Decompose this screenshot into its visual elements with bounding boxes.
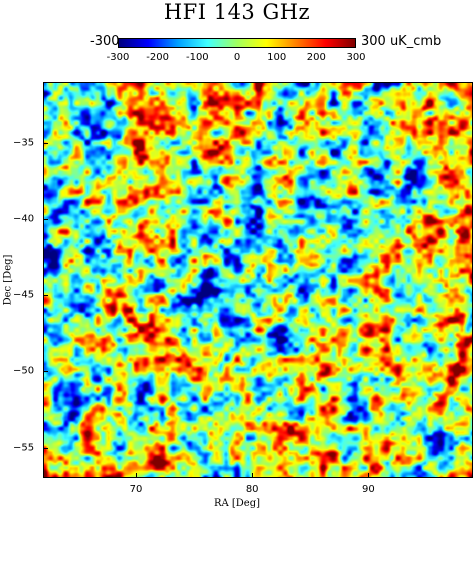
colorbar-max-label: 300 uK_cmb bbox=[361, 34, 442, 49]
x-tick-mark bbox=[368, 473, 370, 478]
y-tick-mark bbox=[43, 447, 48, 449]
temperature-map bbox=[43, 82, 473, 478]
y-tick-label: −35 bbox=[13, 137, 35, 149]
y-tick-mark bbox=[43, 219, 48, 221]
x-tick-mark bbox=[135, 473, 137, 478]
colorbar-tick-label: -200 bbox=[146, 52, 170, 63]
colorbar-tick-label: 300 bbox=[346, 52, 366, 63]
y-tick-label: −50 bbox=[13, 365, 35, 377]
y-tick-mark bbox=[43, 142, 48, 144]
y-tick-mark bbox=[43, 295, 48, 297]
colorbar-tick-label: -100 bbox=[185, 52, 209, 63]
colorbar-min-label: -300 bbox=[90, 34, 120, 49]
y-tick-mark bbox=[43, 371, 48, 373]
x-tick-label: 80 bbox=[245, 484, 259, 495]
x-tick-mark bbox=[252, 473, 254, 478]
colorbar-tick-label: 200 bbox=[306, 52, 326, 63]
colorbar-tick-label: 0 bbox=[233, 52, 241, 63]
colorbar-tick-label: -300 bbox=[106, 52, 130, 63]
colorbar bbox=[118, 38, 356, 48]
y-axis-label: Dec [Deg] bbox=[2, 254, 14, 306]
colorbar-tick-label: 100 bbox=[267, 52, 287, 63]
y-tick-label: −40 bbox=[13, 213, 35, 225]
x-axis-label: RA [Deg] bbox=[213, 498, 261, 509]
x-tick-label: 90 bbox=[362, 484, 375, 495]
chart-title: HFI 143 GHz bbox=[163, 0, 311, 24]
x-tick-label: 70 bbox=[129, 484, 143, 495]
y-tick-label: −45 bbox=[13, 289, 35, 301]
y-tick-label: −55 bbox=[13, 442, 35, 454]
